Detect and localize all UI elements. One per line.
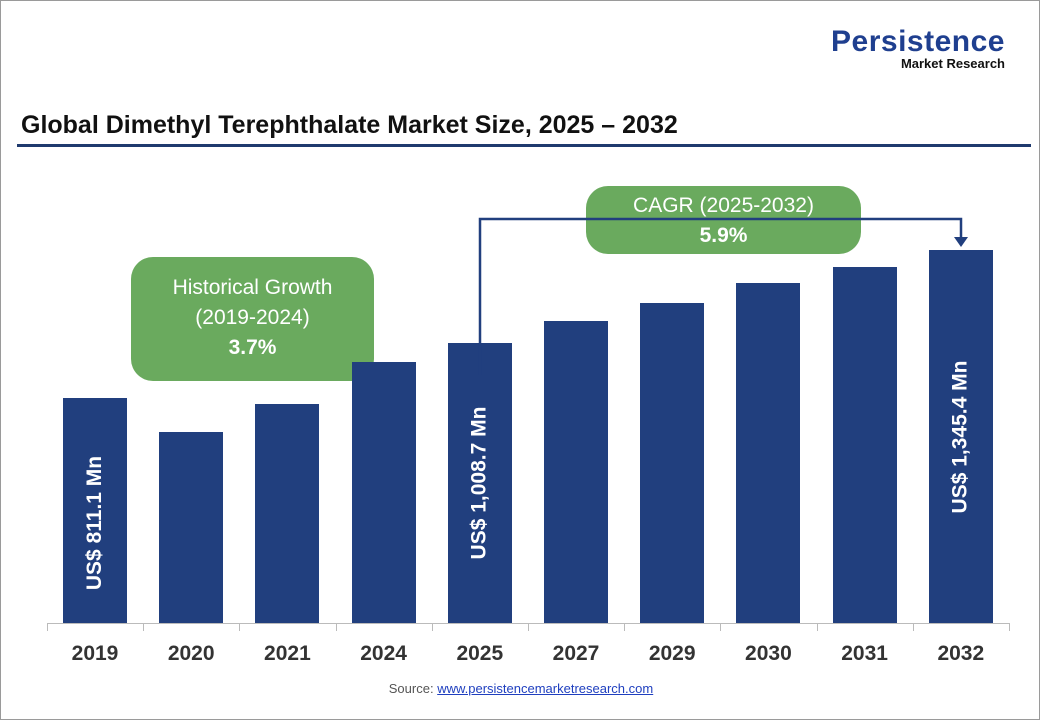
x-tick-label: 2021 bbox=[264, 642, 311, 665]
x-tick-label: 2030 bbox=[745, 642, 792, 665]
x-tick-label: 2029 bbox=[648, 642, 696, 665]
x-tick bbox=[720, 623, 722, 631]
historical-label: Historical Growth bbox=[172, 276, 333, 299]
data-label-2019: US$ 811.1 Mn bbox=[83, 455, 107, 590]
source-link[interactable]: www.persistencemarketresearch.com bbox=[437, 681, 654, 696]
bar-2025 bbox=[447, 343, 512, 623]
bar-2031 bbox=[832, 266, 897, 623]
source-note: Source: www.persistencemarketresearch.co… bbox=[1, 681, 1039, 696]
x-tick bbox=[1008, 623, 1010, 631]
x-tick-label: 2027 bbox=[552, 642, 600, 665]
source-label: Source: bbox=[388, 681, 438, 696]
cagr-label: CAGR (2025-2032) bbox=[633, 194, 814, 217]
logo-sub: Market Research bbox=[900, 56, 1005, 71]
x-tick-label: 2025 bbox=[456, 642, 504, 665]
logo: Persistence Market Research bbox=[831, 27, 1005, 71]
data-label-2032: US$ 1,345.4 Mn bbox=[948, 360, 972, 513]
x-tick-label: 2032 bbox=[937, 642, 985, 665]
title-rule bbox=[17, 144, 1031, 147]
x-tick-label: 2019 bbox=[71, 642, 119, 665]
x-tick bbox=[335, 623, 337, 631]
x-tick bbox=[143, 623, 145, 631]
x-tick bbox=[912, 623, 914, 631]
x-tick-label: 2024 bbox=[360, 642, 407, 665]
historical-value: 3.7% bbox=[228, 336, 277, 359]
bar-2021 bbox=[255, 403, 320, 623]
logo-name: Persistence bbox=[831, 25, 1005, 58]
x-tick bbox=[47, 623, 48, 631]
bar-2024 bbox=[351, 362, 416, 623]
data-label-2025: US$ 1,008.7 Mn bbox=[467, 406, 491, 560]
x-tick-label: 2020 bbox=[167, 642, 215, 665]
historical-growth-box: Historical Growth (2019-2024) 3.7% bbox=[131, 257, 374, 381]
bar-2029 bbox=[640, 302, 705, 623]
x-tick bbox=[624, 623, 626, 631]
x-tick bbox=[816, 623, 818, 631]
cagr-value: 5.9% bbox=[699, 224, 748, 247]
historical-period: (2019-2024) bbox=[195, 306, 310, 329]
cagr-box: CAGR (2025-2032) 5.9% bbox=[586, 186, 861, 254]
chart-title: Global Dimethyl Terephthalate Market Siz… bbox=[21, 111, 678, 139]
x-tick bbox=[431, 623, 433, 631]
bar-2027 bbox=[544, 320, 608, 623]
bar-2020 bbox=[159, 431, 224, 623]
bar-2030 bbox=[736, 283, 801, 623]
x-tick-label: 2031 bbox=[841, 642, 888, 665]
bar-2019 bbox=[63, 398, 127, 623]
arrow-down-icon bbox=[954, 237, 968, 247]
x-tick bbox=[528, 623, 529, 631]
x-tick bbox=[239, 623, 241, 631]
